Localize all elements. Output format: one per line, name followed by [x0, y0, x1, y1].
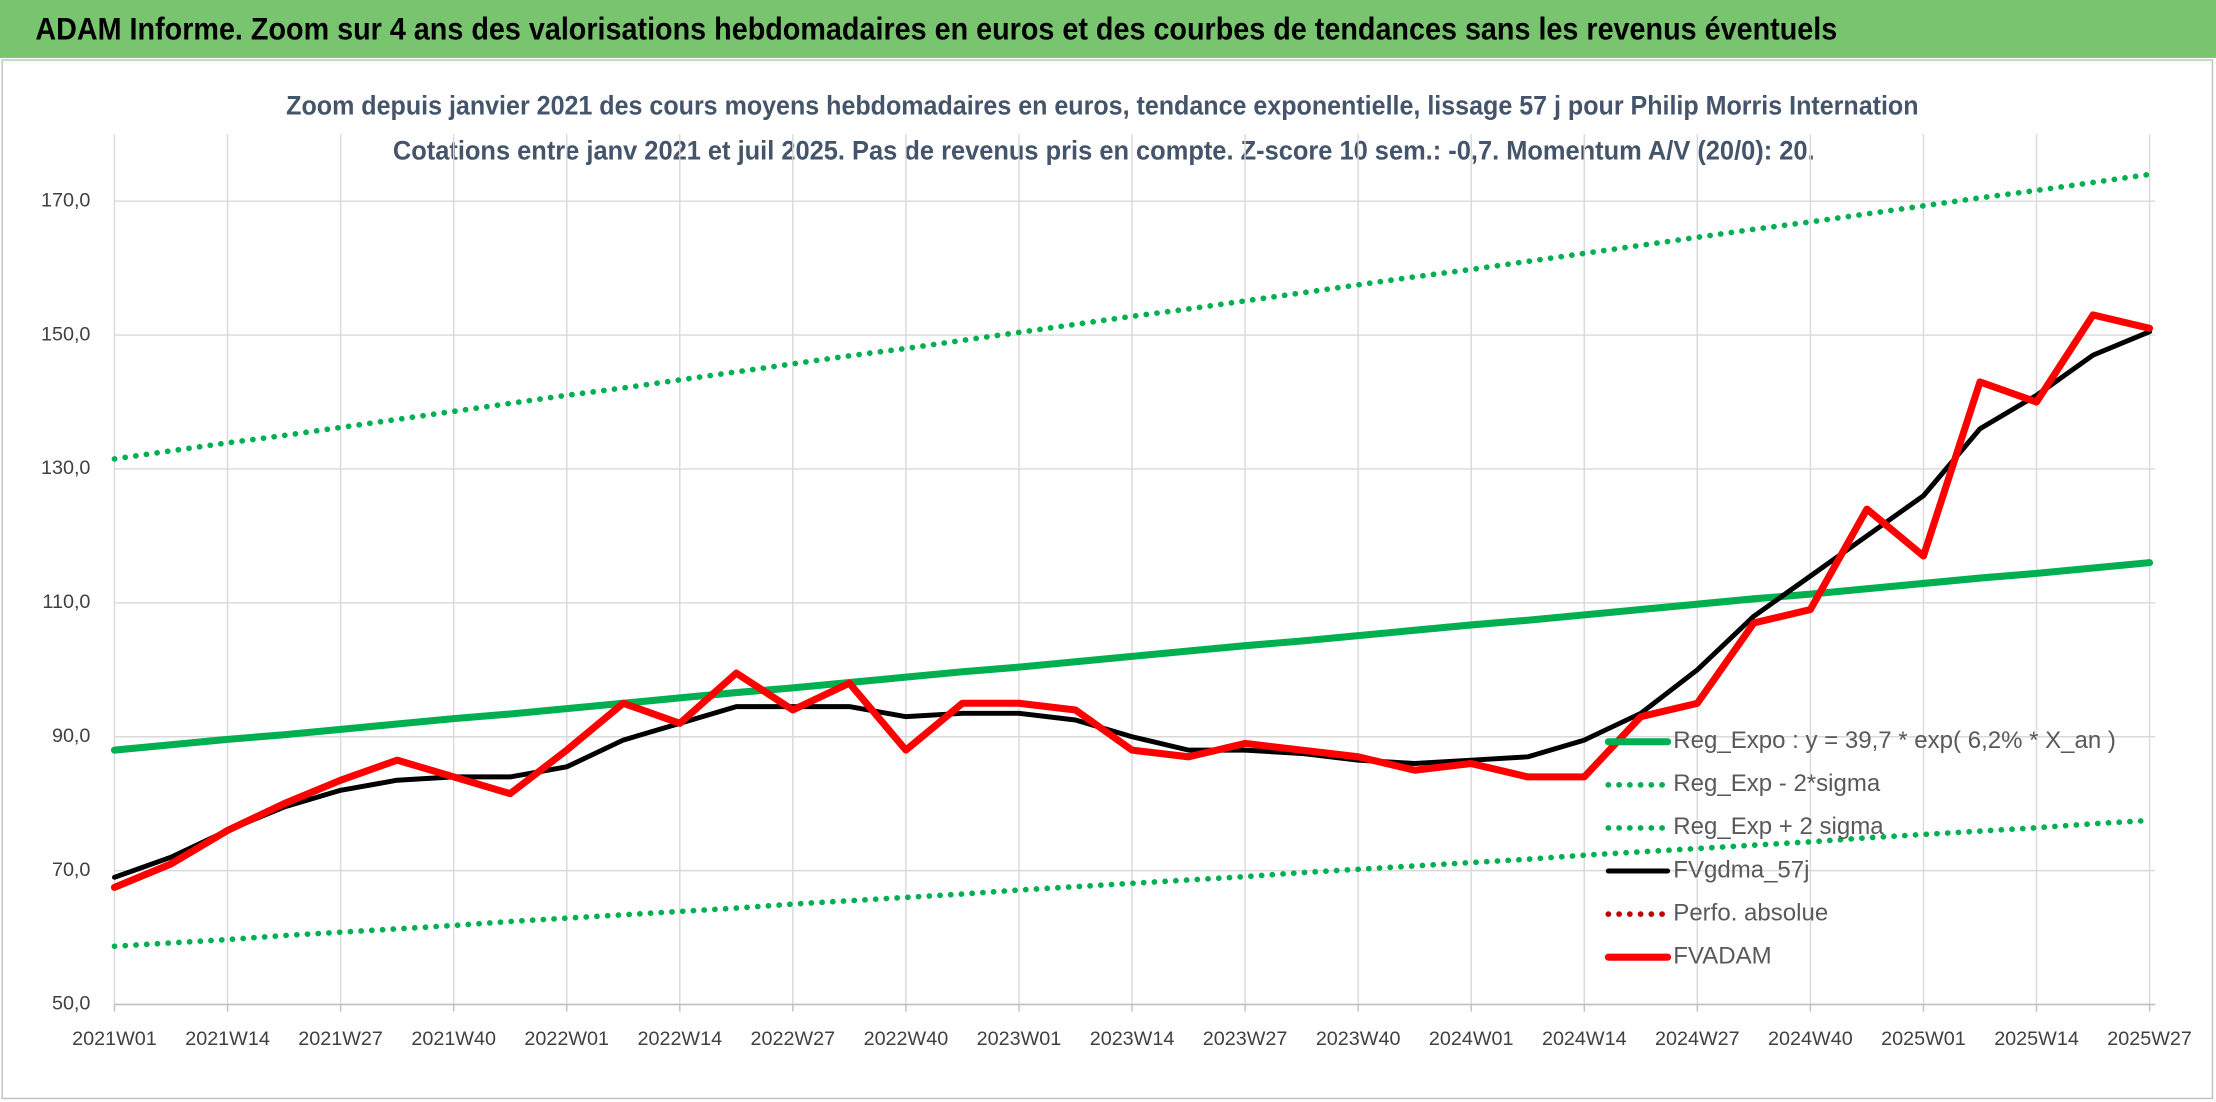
- x-tick-label: 2025W01: [1881, 1028, 1966, 1050]
- plot-area: [110, 171, 2154, 950]
- y-tick-label: 90,0: [52, 725, 90, 747]
- y-tick-label: 50,0: [52, 993, 90, 1015]
- series-line: [110, 311, 2154, 891]
- series-line: [111, 817, 2153, 950]
- y-tick-label: 130,0: [41, 457, 90, 479]
- x-tick-label: 2022W01: [524, 1028, 609, 1050]
- x-tick-label: 2022W14: [637, 1028, 722, 1050]
- legend: Reg_Expo : y = 39,7 * exp( 6,2% * X_an )…: [1604, 727, 2116, 970]
- x-tick-label: 2021W01: [72, 1028, 157, 1050]
- x-tick-label: 2024W40: [1768, 1028, 1853, 1050]
- legend-label: FVADAM: [1673, 943, 1771, 970]
- header-bar: [0, 0, 2216, 58]
- x-tick-label: 2024W27: [1655, 1028, 1740, 1050]
- x-tick-label: 2024W14: [1542, 1028, 1627, 1050]
- x-tick-label: 2024W01: [1429, 1028, 1514, 1050]
- x-tick-label: 2022W27: [751, 1028, 836, 1050]
- chart-title: Zoom depuis janvier 2021 des cours moyen…: [286, 90, 1918, 120]
- y-tick-label: 170,0: [41, 189, 90, 211]
- grid: 50,0 70,0 90,0 110,0 130,0 150,0 170,0 2021W01 2…: [41, 134, 2192, 1050]
- series-line: [111, 171, 2153, 462]
- y-tick-label: 110,0: [42, 591, 90, 613]
- chart-subtitle: Cotations entre janv 2021 et juil 2025. …: [393, 136, 1815, 166]
- x-tick-label: 2022W40: [864, 1028, 949, 1050]
- x-tick-label: 2023W40: [1316, 1028, 1401, 1050]
- x-tick-label: 2025W27: [2107, 1028, 2192, 1050]
- legend-label: Reg_Expo : y = 39,7 * exp( 6,2% * X_an ): [1673, 727, 2116, 754]
- y-tick-label: 150,0: [41, 323, 90, 345]
- legend-label: FVgdma_57j: [1673, 856, 1809, 883]
- legend-label: Reg_Exp + 2 sigma: [1673, 813, 1884, 840]
- legend-label: Reg_Exp - 2*sigma: [1673, 770, 1881, 797]
- x-tick-label: 2021W27: [298, 1028, 383, 1050]
- x-tick-label: 2023W14: [1090, 1028, 1175, 1050]
- x-tick-label: 2023W27: [1203, 1028, 1288, 1050]
- page-title: ADAM Informe. Zoom sur 4 ans des valoris…: [35, 11, 1837, 46]
- chart-frame: [1, 59, 2214, 1100]
- series-line: [110, 559, 2154, 754]
- x-tick-label: 2021W40: [411, 1028, 496, 1050]
- y-tick-label: 70,0: [52, 859, 90, 881]
- x-tick-label: 2023W01: [977, 1028, 1062, 1050]
- x-tick-label: 2021W14: [185, 1028, 270, 1050]
- legend-label: Perfo. absolue: [1673, 899, 1828, 926]
- x-tick-label: 2025W14: [1994, 1028, 2079, 1050]
